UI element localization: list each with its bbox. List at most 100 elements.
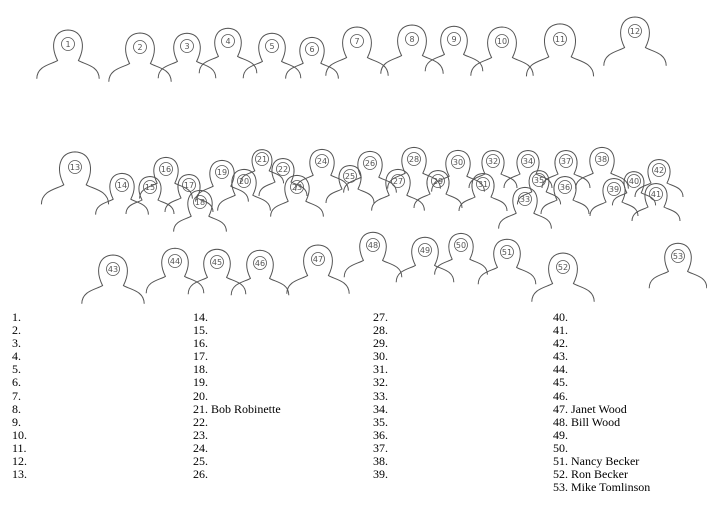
key-entry: 33. bbox=[373, 388, 388, 403]
silhouette-outline bbox=[139, 156, 193, 199]
key-entry: 4. bbox=[12, 349, 21, 364]
silhouette-outline bbox=[503, 149, 553, 189]
figure-number: 14 bbox=[117, 181, 127, 190]
figure-number: 42 bbox=[654, 166, 664, 175]
number-circle bbox=[500, 245, 514, 259]
figure-number: 30 bbox=[453, 158, 463, 167]
figure-number: 51 bbox=[502, 248, 512, 257]
silhouette-outline bbox=[477, 238, 537, 285]
person-silhouette: 46 bbox=[230, 249, 290, 296]
silhouette-outline bbox=[434, 232, 488, 275]
figure-number: 31 bbox=[478, 180, 488, 189]
key-entry: 13. bbox=[12, 467, 27, 482]
number-circle bbox=[447, 32, 461, 46]
key-entry: 8. bbox=[12, 401, 21, 416]
key-entry: 2. bbox=[12, 323, 21, 338]
key-entry: 53. Mike Tomlinson bbox=[553, 480, 651, 495]
key-entry: 29. bbox=[373, 336, 388, 351]
silhouette-outline bbox=[239, 149, 285, 184]
person-silhouette: 34 bbox=[503, 149, 553, 189]
silhouette-outline bbox=[343, 231, 403, 278]
person-silhouette: 17 bbox=[164, 173, 214, 213]
number-circle bbox=[521, 154, 535, 168]
number-circle bbox=[180, 39, 194, 53]
number-circle bbox=[133, 40, 147, 54]
key-entry: 22. bbox=[193, 414, 208, 429]
person-silhouette: 43 bbox=[81, 254, 145, 304]
person-silhouette: 6 bbox=[285, 36, 339, 79]
silhouette-outline bbox=[525, 23, 595, 77]
figure-number: 20 bbox=[239, 177, 249, 186]
person-silhouette: 13 bbox=[40, 151, 110, 205]
silhouette-outline bbox=[611, 171, 657, 206]
silhouette-outline bbox=[242, 32, 302, 79]
key-entry: 5. bbox=[12, 362, 21, 377]
silhouette-outline bbox=[516, 170, 562, 205]
silhouette-outline bbox=[343, 150, 397, 193]
figure-number: 52 bbox=[558, 263, 568, 272]
number-circle bbox=[168, 254, 182, 268]
number-circle bbox=[61, 37, 75, 51]
key-entry: 40. bbox=[553, 310, 568, 324]
number-circle bbox=[290, 180, 304, 194]
silhouette-outline bbox=[258, 157, 308, 197]
silhouette-outline bbox=[541, 149, 591, 189]
key-entry: 43. bbox=[553, 349, 568, 364]
figure-number: 36 bbox=[560, 183, 570, 192]
silhouette-outline bbox=[81, 254, 145, 304]
silhouette-outline bbox=[589, 177, 639, 217]
key-entry: 52. Ron Becker bbox=[553, 467, 628, 482]
number-circle bbox=[556, 260, 570, 274]
person-silhouette: 20 bbox=[217, 168, 271, 211]
figure-number: 33 bbox=[520, 195, 530, 204]
key-entry: 28. bbox=[373, 323, 388, 338]
number-circle bbox=[311, 252, 325, 266]
person-silhouette: 7 bbox=[325, 26, 389, 76]
figure-number: 6 bbox=[309, 45, 314, 54]
number-circle bbox=[115, 178, 129, 192]
number-circle bbox=[553, 32, 567, 46]
key-entry: 1. bbox=[12, 310, 21, 324]
number-circle bbox=[486, 154, 500, 168]
key-entry: 30. bbox=[373, 349, 388, 364]
number-circle bbox=[652, 163, 666, 177]
silhouette-outline bbox=[285, 36, 339, 79]
person-silhouette: 27 bbox=[371, 168, 425, 211]
person-silhouette: 51 bbox=[477, 238, 537, 285]
key-entry: 36. bbox=[373, 427, 388, 442]
person-silhouette: 48 bbox=[343, 231, 403, 278]
person-silhouette: 45 bbox=[187, 248, 247, 295]
figure-number: 53 bbox=[673, 252, 683, 261]
key-entry: 38. bbox=[373, 454, 388, 469]
figure-number: 38 bbox=[597, 155, 607, 164]
number-circle bbox=[210, 255, 224, 269]
person-silhouette: 36 bbox=[540, 175, 590, 215]
person-silhouette: 30 bbox=[431, 149, 485, 192]
silhouette-outline bbox=[108, 32, 172, 82]
key-entry: 39. bbox=[373, 467, 388, 482]
key-entry: 20. bbox=[193, 388, 208, 403]
number-circle bbox=[68, 160, 82, 174]
key-column-2: 14. 15. 16. 17. 18. 19. 20. 21. Bob Robinette 22… bbox=[193, 310, 281, 481]
number-circle bbox=[431, 174, 445, 188]
person-silhouette: 18 bbox=[173, 189, 227, 232]
number-circle bbox=[451, 155, 465, 169]
person-silhouette: 21 bbox=[239, 149, 285, 184]
figure-number: 13 bbox=[70, 163, 80, 172]
silhouette-outline bbox=[634, 158, 684, 198]
number-circle bbox=[315, 154, 329, 168]
figure-number: 8 bbox=[409, 35, 414, 44]
person-silhouette: 15 bbox=[125, 175, 175, 215]
number-circle bbox=[159, 162, 173, 176]
silhouette-outline bbox=[325, 164, 375, 204]
figure-number: 43 bbox=[108, 265, 118, 274]
number-circle bbox=[215, 165, 229, 179]
number-circle bbox=[595, 152, 609, 166]
silhouette-outline bbox=[431, 149, 485, 192]
number-circle bbox=[418, 243, 432, 257]
figure-number: 32 bbox=[488, 157, 498, 166]
key-entry: 46. bbox=[553, 388, 568, 403]
number-circle bbox=[350, 34, 364, 48]
silhouette-outline bbox=[380, 24, 444, 74]
key-entry: 31. bbox=[373, 362, 388, 377]
